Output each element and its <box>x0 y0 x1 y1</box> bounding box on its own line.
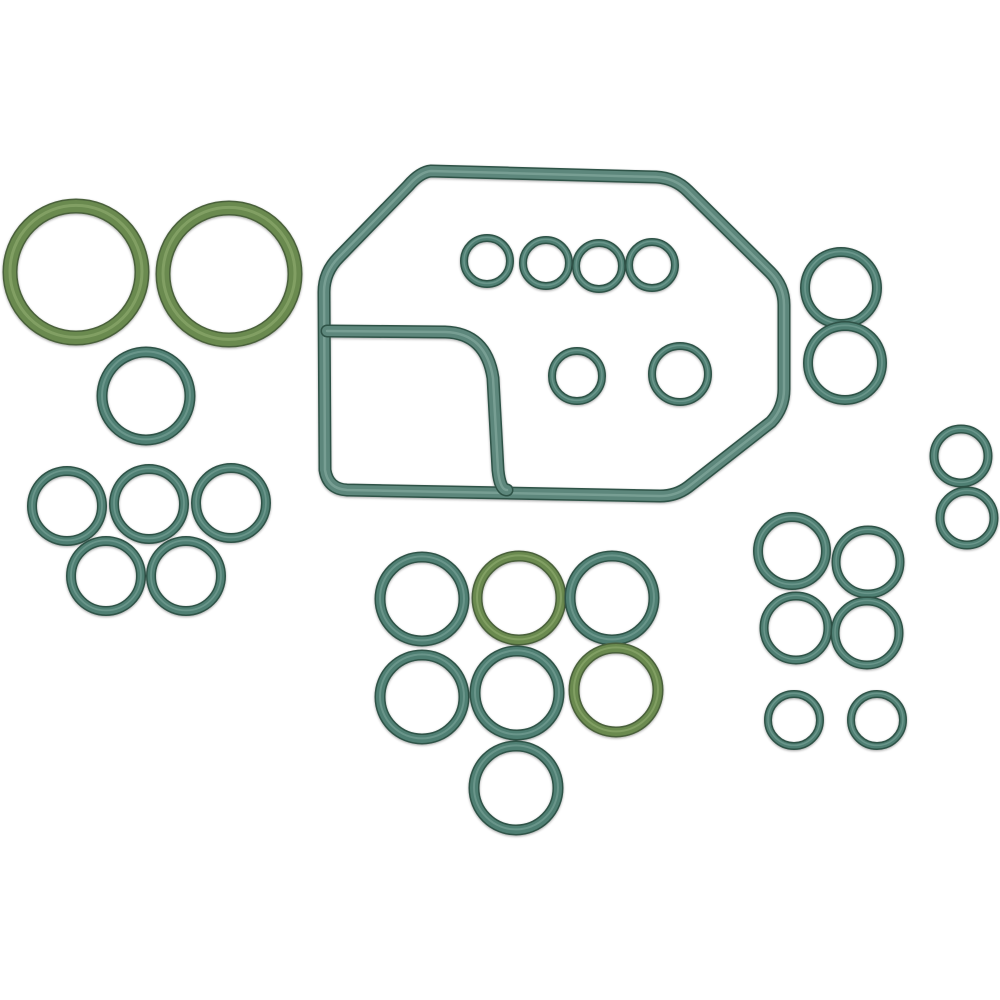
o-ring <box>96 346 196 446</box>
o-ring <box>564 550 660 646</box>
o-ring <box>155 200 303 348</box>
octagon-gasket <box>317 164 791 503</box>
o-ring <box>146 536 226 616</box>
o-ring <box>109 464 189 544</box>
o-ring <box>468 740 564 836</box>
o-ring <box>831 525 905 599</box>
o-ring <box>935 486 999 550</box>
o-ring <box>625 238 679 292</box>
o-ring <box>469 645 565 741</box>
o-ring <box>2 198 150 346</box>
o-ring <box>800 247 882 329</box>
o-ring <box>27 466 107 546</box>
o-ring <box>374 649 470 745</box>
o-ring-group <box>2 198 999 836</box>
o-ring <box>191 463 271 543</box>
o-ring <box>847 690 907 750</box>
o-ring <box>648 342 712 406</box>
o-ring <box>568 642 664 738</box>
o-ring <box>471 550 567 646</box>
o-ring <box>803 321 887 405</box>
o-ring <box>753 512 831 590</box>
o-ring <box>764 690 824 750</box>
o-ring <box>830 596 904 670</box>
o-ring <box>759 591 833 665</box>
o-ring <box>519 236 573 290</box>
o-ring <box>460 234 514 288</box>
o-ring <box>548 347 606 405</box>
o-ring <box>572 239 626 293</box>
o-ring <box>929 424 993 488</box>
o-ring <box>374 551 470 647</box>
o-ring <box>66 536 146 616</box>
